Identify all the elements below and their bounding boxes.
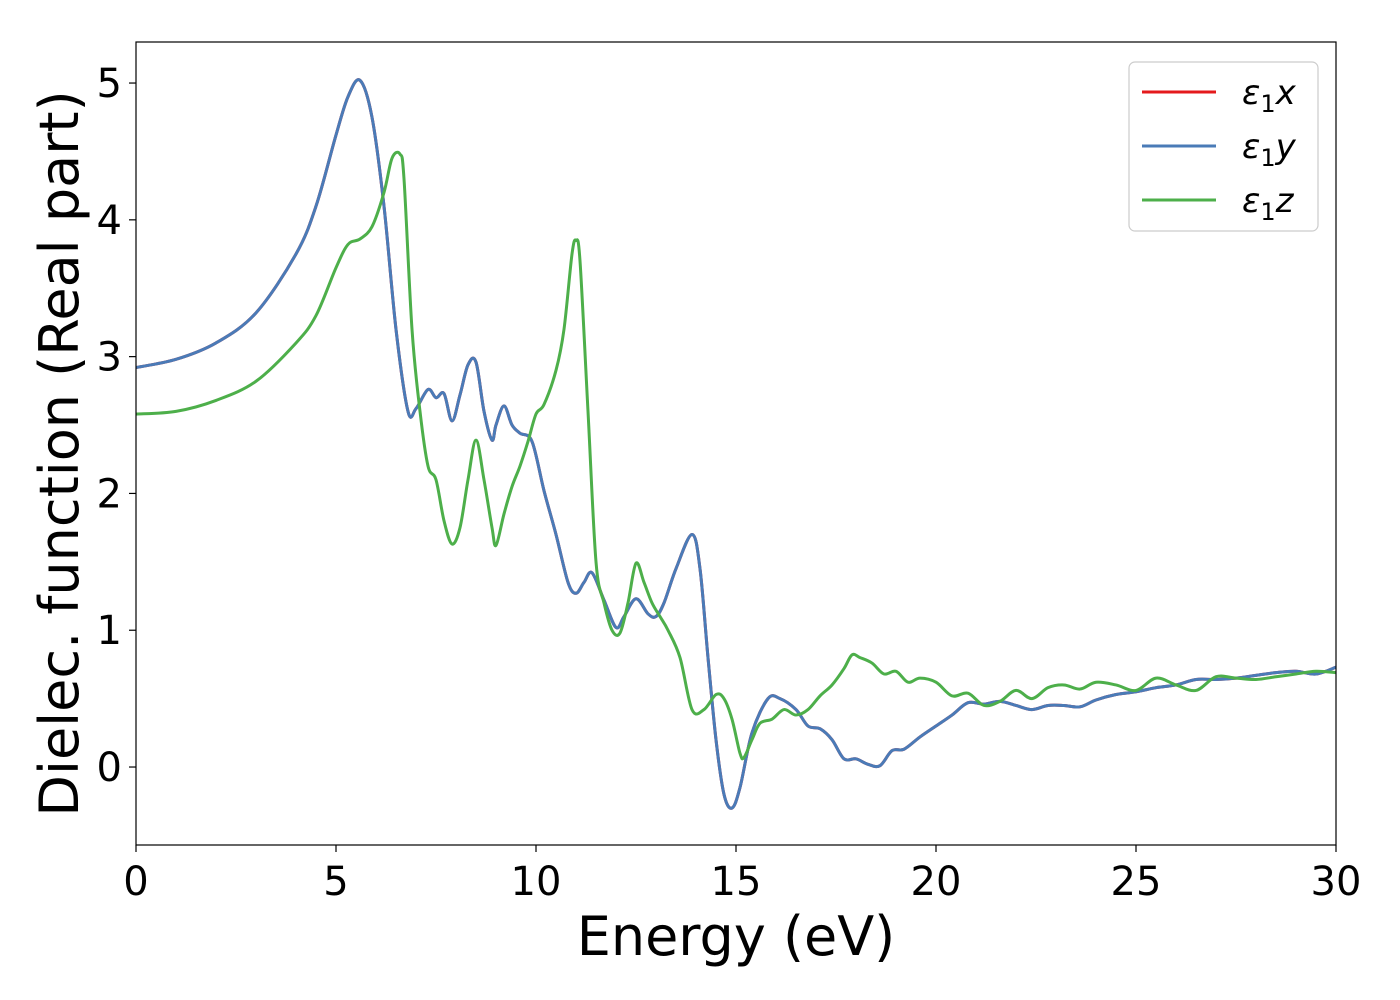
legend-box: [1128, 61, 1319, 232]
y-tick-label: 0: [97, 745, 122, 791]
x-tick-label: 20: [911, 859, 962, 905]
y-axis: 0 1 2 3 4 5: [97, 61, 136, 791]
y-tick-label: 5: [97, 61, 122, 107]
series-line-y: [136, 78, 1336, 810]
x-tick-label: 15: [711, 859, 762, 905]
legend-label: ε1y: [1242, 127, 1297, 172]
x-axis-title: Energy (eV): [577, 905, 896, 968]
y-axis-title: Dielec. function (Real part): [28, 90, 91, 816]
series-layer: [136, 78, 1336, 810]
x-tick-label: 30: [1311, 859, 1362, 905]
y-tick-label: 2: [97, 471, 122, 517]
x-tick-label: 5: [323, 859, 348, 905]
x-axis: 0 5 10 15 20 25 30: [123, 845, 1361, 905]
legend-label: ε1z: [1242, 181, 1295, 226]
legend: ε1x ε1y ε1z: [1128, 61, 1319, 232]
x-tick-label: 25: [1111, 859, 1162, 905]
y-tick-label: 4: [97, 198, 122, 244]
series-line-z: [136, 150, 1336, 761]
x-tick-label: 10: [511, 859, 562, 905]
y-tick-label: 1: [97, 608, 122, 654]
y-tick-label: 3: [97, 335, 122, 381]
legend-label: ε1x: [1242, 73, 1297, 118]
x-tick-label: 0: [123, 859, 148, 905]
